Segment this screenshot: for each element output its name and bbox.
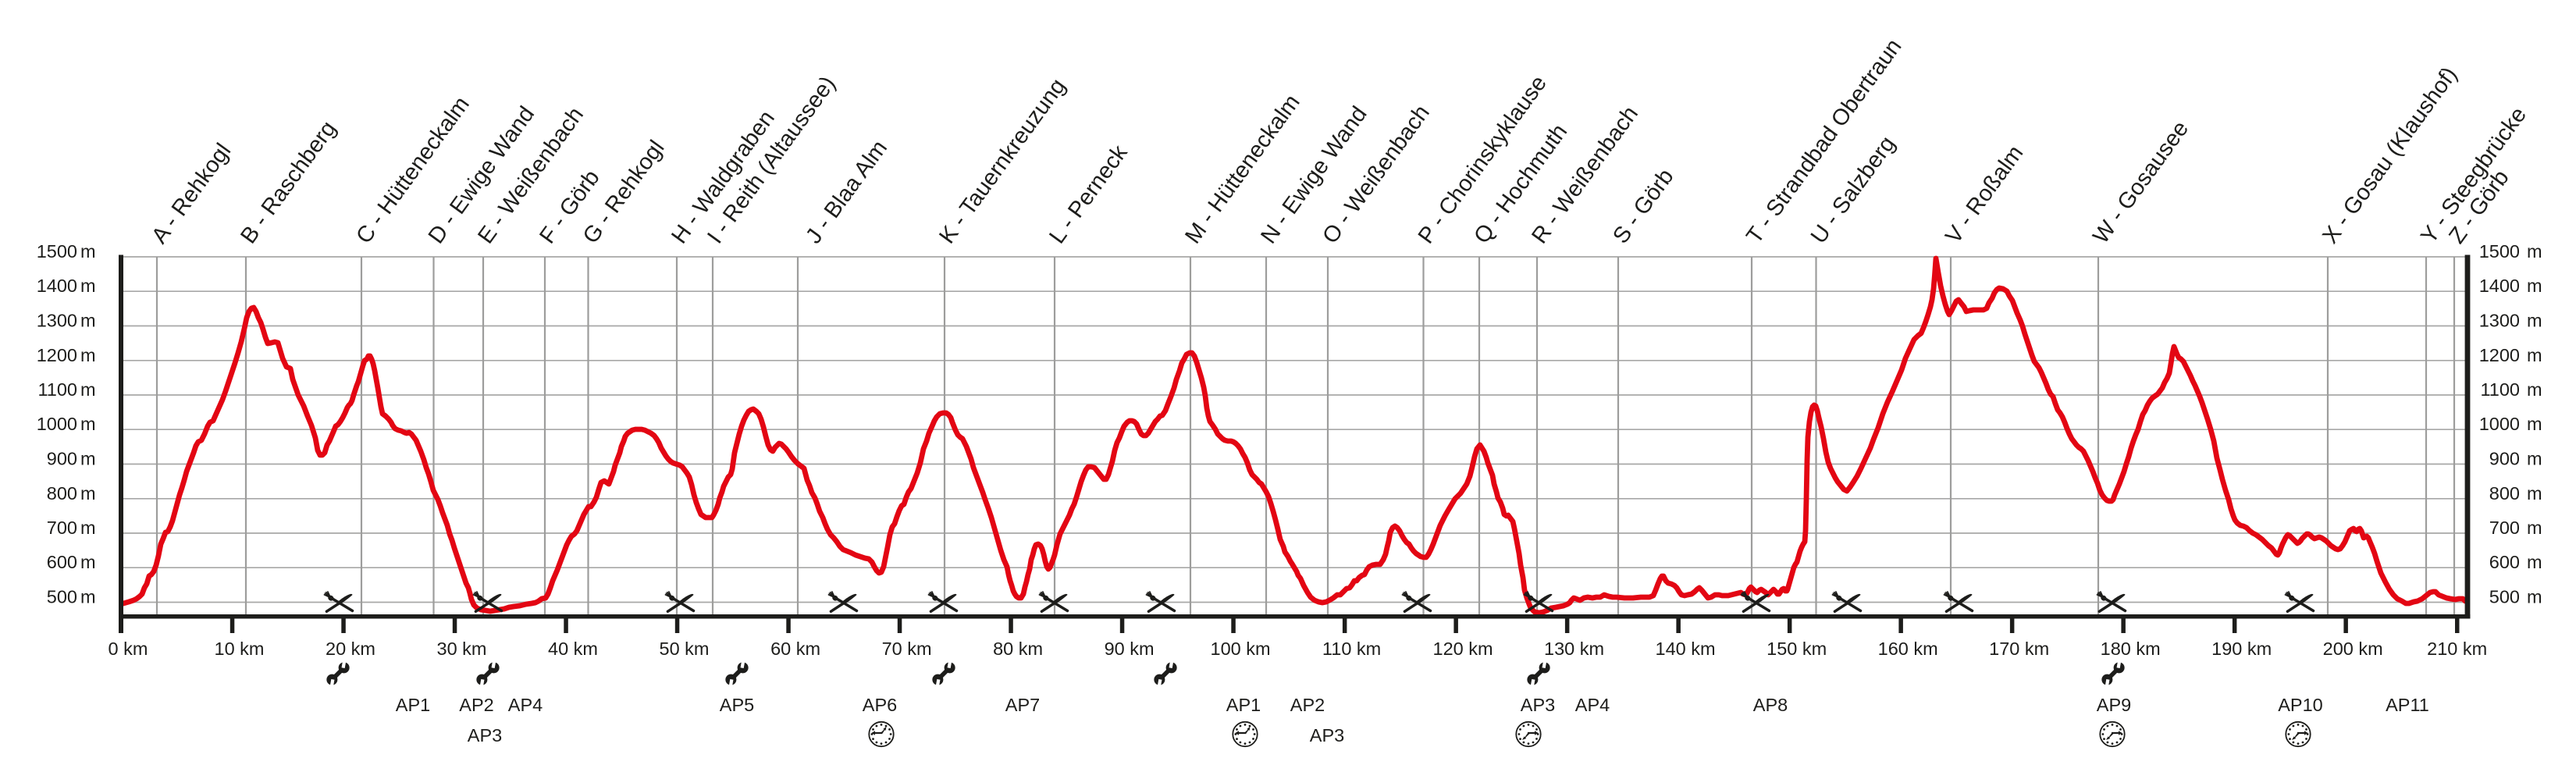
svg-text:AP4: AP4 <box>1575 695 1610 715</box>
svg-text:1200: 1200 <box>37 345 77 365</box>
svg-text:120 km: 120 km <box>1433 639 1493 659</box>
svg-text:150 km: 150 km <box>1767 639 1827 659</box>
svg-text:1300: 1300 <box>37 311 77 331</box>
svg-text:m: m <box>2527 552 2542 572</box>
svg-text:AP6: AP6 <box>863 695 897 715</box>
svg-text:30 km: 30 km <box>437 639 487 659</box>
svg-text:500: 500 <box>2489 587 2520 607</box>
svg-text:1400: 1400 <box>2479 276 2520 296</box>
svg-text:1100: 1100 <box>2480 379 2520 400</box>
svg-text:1300: 1300 <box>2479 311 2520 331</box>
svg-text:m: m <box>80 311 96 331</box>
svg-text:AP11: AP11 <box>2386 695 2429 715</box>
svg-text:m: m <box>80 483 96 503</box>
svg-text:AP3: AP3 <box>1521 695 1555 715</box>
svg-text:m: m <box>2527 449 2542 469</box>
svg-text:700: 700 <box>47 518 77 538</box>
svg-text:210 km: 210 km <box>2427 639 2487 659</box>
svg-text:m: m <box>2527 587 2542 607</box>
svg-text:AP3: AP3 <box>468 725 502 745</box>
svg-text:800: 800 <box>47 483 77 503</box>
svg-text:110 km: 110 km <box>1322 639 1381 659</box>
svg-text:10 km: 10 km <box>215 639 265 659</box>
svg-text:170 km: 170 km <box>1989 639 2049 659</box>
svg-text:130 km: 130 km <box>1544 639 1604 659</box>
svg-text:1500: 1500 <box>2479 241 2520 262</box>
svg-text:m: m <box>80 587 96 607</box>
svg-text:m: m <box>80 241 96 262</box>
svg-text:m: m <box>2527 311 2542 331</box>
svg-text:m: m <box>80 276 96 296</box>
svg-text:1000: 1000 <box>2479 414 2520 434</box>
svg-text:AP1: AP1 <box>1226 695 1261 715</box>
svg-text:m: m <box>80 518 96 538</box>
svg-text:m: m <box>2527 241 2542 262</box>
svg-text:AP1: AP1 <box>396 695 430 715</box>
svg-text:600: 600 <box>2489 552 2520 572</box>
svg-text:m: m <box>2527 414 2542 434</box>
svg-text:900: 900 <box>47 449 77 469</box>
svg-text:m: m <box>80 414 96 434</box>
svg-text:100 km: 100 km <box>1211 639 1271 659</box>
svg-text:m: m <box>2527 379 2542 400</box>
svg-text:1500: 1500 <box>37 241 77 262</box>
svg-text:m: m <box>80 345 96 365</box>
svg-text:160 km: 160 km <box>1878 639 1938 659</box>
svg-text:0 km: 0 km <box>109 639 148 659</box>
svg-text:1100: 1100 <box>37 379 77 400</box>
svg-text:600: 600 <box>47 552 77 572</box>
svg-text:800: 800 <box>2489 483 2520 503</box>
svg-text:80 km: 80 km <box>993 639 1043 659</box>
svg-text:m: m <box>80 449 96 469</box>
svg-text:m: m <box>80 379 96 400</box>
svg-text:AP7: AP7 <box>1005 695 1040 715</box>
svg-text:20 km: 20 km <box>326 639 375 659</box>
svg-text:1200: 1200 <box>2479 345 2520 365</box>
svg-text:90 km: 90 km <box>1105 639 1155 659</box>
svg-text:AP5: AP5 <box>720 695 754 715</box>
svg-text:180 km: 180 km <box>2101 639 2161 659</box>
svg-text:700: 700 <box>2489 518 2520 538</box>
svg-text:AP10: AP10 <box>2278 695 2323 715</box>
svg-text:AP2: AP2 <box>459 695 493 715</box>
svg-text:190 km: 190 km <box>2211 639 2272 659</box>
svg-text:m: m <box>80 552 96 572</box>
svg-text:m: m <box>2527 483 2542 503</box>
svg-text:AP2: AP2 <box>1290 695 1325 715</box>
svg-text:140 km: 140 km <box>1656 639 1716 659</box>
svg-text:m: m <box>2527 518 2542 538</box>
svg-text:50 km: 50 km <box>660 639 710 659</box>
svg-text:1000: 1000 <box>37 414 77 434</box>
svg-text:40 km: 40 km <box>548 639 598 659</box>
svg-text:200 km: 200 km <box>2323 639 2383 659</box>
svg-text:900: 900 <box>2489 449 2520 469</box>
svg-text:60 km: 60 km <box>770 639 820 659</box>
svg-text:AP8: AP8 <box>1753 695 1788 715</box>
svg-text:m: m <box>2527 345 2542 365</box>
svg-text:1400: 1400 <box>37 276 77 296</box>
svg-text:AP4: AP4 <box>508 695 543 715</box>
svg-text:500: 500 <box>47 587 77 607</box>
svg-text:AP9: AP9 <box>2097 695 2131 715</box>
svg-text:m: m <box>2527 276 2542 296</box>
svg-text:AP3: AP3 <box>1310 725 1344 745</box>
svg-text:70 km: 70 km <box>882 639 932 659</box>
